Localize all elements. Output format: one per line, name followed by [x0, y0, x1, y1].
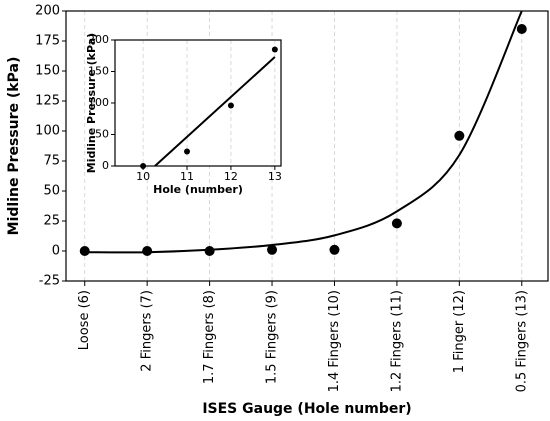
fit-line	[154, 56, 276, 166]
data-point	[516, 24, 527, 34]
x-tick-label: 11	[180, 170, 194, 183]
x-tick-label: 1 Finger (12)	[452, 290, 467, 373]
y-tick-label: 100	[35, 124, 60, 139]
x-tick-label: 1.4 Fingers (10)	[327, 290, 342, 392]
y-tick-label: 25	[43, 214, 60, 229]
data-point	[184, 148, 191, 155]
plot-frame	[65, 10, 549, 282]
data-point	[79, 246, 90, 256]
x-axis-label: Hole (number)	[153, 183, 243, 196]
chart-panel: 10 11 12 13 0 50 100 150 200 Hole (number) Midline…	[85, 33, 282, 196]
x-tick-label: 0.5 Fingers (13)	[514, 290, 529, 392]
x-tick-label: 12	[224, 170, 238, 183]
y-tick-label: 125	[35, 94, 60, 109]
data-point	[329, 244, 340, 255]
x-tick-label: 1.2 Fingers (11)	[389, 290, 404, 392]
y-tick-label: 100	[88, 96, 109, 109]
plot-frame	[114, 39, 282, 167]
y-tick-label: 150	[88, 65, 109, 78]
y-tick-label: 150	[35, 64, 60, 79]
y-axis-label: Midline Pressure (kPa)	[6, 57, 22, 236]
inset-background	[115, 40, 281, 166]
data-point	[267, 244, 278, 255]
data-point	[454, 130, 465, 141]
y-tick-label: 0	[102, 159, 109, 172]
y-tick-label: 50	[95, 128, 109, 141]
x-tick-label: Loose (6)	[77, 290, 92, 350]
y-tick-label: 175	[35, 34, 60, 49]
y-tick-label: 200	[35, 4, 60, 19]
y-tick-label: 50	[43, 184, 60, 199]
y-tick-label: 0	[52, 244, 60, 259]
data-point	[204, 246, 215, 256]
y-tick-label: 75	[43, 154, 60, 169]
data-point	[271, 46, 278, 53]
data-point	[391, 218, 402, 229]
y-axis-label: Midline Pressure (kPa)	[85, 33, 98, 173]
y-tick-label: -25	[39, 274, 60, 289]
x-tick-label: 2 Fingers (7)	[140, 290, 155, 372]
x-tick-label: 10	[136, 170, 150, 183]
chart-panel: Loose (6) 2 Fingers (7) 1.7 Fingers (8) 1.5…	[6, 4, 549, 417]
x-tick-label: 13	[268, 170, 282, 183]
data-point	[227, 102, 234, 109]
x-tick-label: 1.7 Fingers (8)	[202, 290, 217, 384]
x-tick-label: 1.5 Fingers (9)	[265, 290, 280, 384]
data-point	[142, 246, 153, 256]
y-tick-label: 200	[88, 33, 109, 46]
x-axis-label: ISES Gauge (Hole number)	[202, 401, 411, 417]
fit-line	[84, 11, 523, 254]
